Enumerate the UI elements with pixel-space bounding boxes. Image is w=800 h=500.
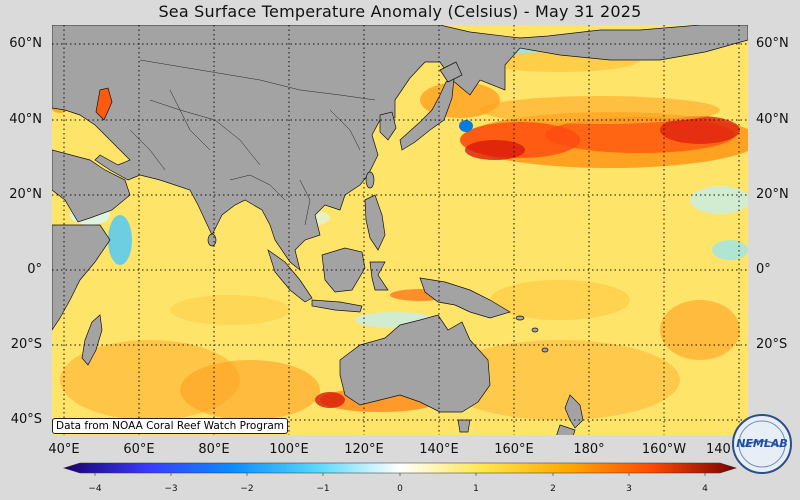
lon-label: 80°E — [198, 442, 230, 457]
colorbar-tick-label: 1 — [473, 484, 479, 494]
lon-label: 120°E — [344, 442, 384, 457]
sumatra-land — [267, 249, 313, 303]
svg-text:NEMLAB: NEMLAB — [736, 437, 788, 450]
taiwan-land — [365, 171, 375, 189]
lat-label-left: 20°S — [10, 337, 42, 352]
japan-land — [399, 77, 455, 151]
lat-label-right: 60°N — [756, 36, 789, 51]
arabia-land — [52, 149, 131, 223]
data-source-note: Data from NOAA Coral Reef Watch Program — [52, 418, 288, 434]
colorbar-tick-label: −3 — [164, 484, 178, 494]
lat-label-right: 0° — [756, 262, 771, 277]
lat-label-left: 40°S — [10, 412, 42, 427]
korea-land — [379, 111, 397, 141]
eurasia-land — [52, 25, 748, 271]
java-land — [311, 299, 363, 313]
lon-label: 160°E — [494, 442, 534, 457]
lat-label-right: 20°S — [756, 337, 788, 352]
anomaly-patches — [52, 37, 748, 420]
madagascar-land — [81, 314, 103, 366]
nemlab-logo[interactable]: NEMLAB — [731, 413, 793, 475]
colorbar-tick-label: 2 — [550, 484, 556, 494]
colorbar-tick-label: 0 — [397, 484, 403, 494]
colorbar-tick-label: 4 — [702, 484, 708, 494]
sulawesi-land — [369, 261, 389, 291]
map-title: Sea Surface Temperature Anomaly (Celsius… — [158, 2, 642, 21]
tasmania-land — [457, 419, 471, 433]
lon-label: 60°E — [123, 442, 155, 457]
colorbar-tick-label: −2 — [240, 484, 254, 494]
hokkaido-land — [439, 61, 463, 83]
new-guinea-land — [419, 277, 511, 319]
lon-label: 40°E — [48, 442, 80, 457]
lon-label: 140°E — [419, 442, 459, 457]
lat-label-left: 0° — [27, 262, 42, 277]
lat-label-left: 20°N — [9, 187, 42, 202]
colorbar-tick-label: 3 — [626, 484, 632, 494]
lon-label: 140°W — [706, 442, 740, 457]
lat-label-right: 20°N — [756, 187, 789, 202]
map-area — [52, 25, 748, 435]
lat-label-left: 40°N — [9, 112, 42, 127]
australia-land — [339, 314, 491, 413]
lon-label: 100°E — [269, 442, 309, 457]
caspian-sea — [95, 87, 113, 121]
lon-label: 180° — [573, 442, 605, 457]
graticule — [52, 25, 748, 435]
colorbar-tick-label: −1 — [316, 484, 330, 494]
colorbar — [62, 462, 738, 474]
lon-label: 160°W — [641, 442, 687, 457]
lat-label-left: 60°N — [9, 36, 42, 51]
colorbar-tick-label: −4 — [88, 484, 102, 494]
new-zealand-south-land — [556, 424, 576, 435]
land-masses — [52, 25, 748, 435]
colorbar-ticks — [94, 473, 706, 476]
borneo-land — [321, 247, 366, 293]
philippines-land — [364, 194, 386, 251]
country-borders — [129, 59, 376, 226]
lat-label-right: 40°N — [756, 112, 789, 127]
africa-land — [52, 224, 111, 331]
sri-lanka-land — [207, 233, 217, 247]
